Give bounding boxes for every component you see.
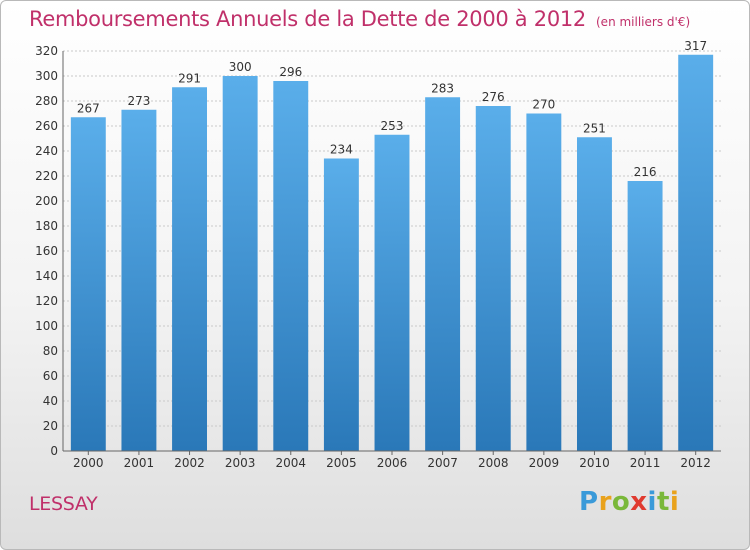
x-tick-label: 2009 xyxy=(529,456,560,470)
y-tick-label: 0 xyxy=(50,444,58,458)
data-label: 276 xyxy=(482,90,505,104)
bar xyxy=(627,181,663,451)
bars xyxy=(70,54,714,451)
bar xyxy=(273,81,309,451)
x-tick-label: 2003 xyxy=(225,456,256,470)
logo-letter: o xyxy=(611,487,631,517)
y-tick-label: 280 xyxy=(35,94,58,108)
x-tick-label: 2004 xyxy=(275,456,306,470)
chart-title-text: Remboursements Annuels de la Dette de 20… xyxy=(29,7,586,31)
data-label: 300 xyxy=(229,60,252,74)
x-tick-label: 2011 xyxy=(630,456,661,470)
x-tick-label: 2007 xyxy=(427,456,458,470)
y-tick-label: 80 xyxy=(43,344,58,358)
bar xyxy=(222,76,258,451)
commune-name: LESSAY xyxy=(29,493,98,515)
bar xyxy=(678,54,714,451)
bar xyxy=(526,113,562,451)
data-label: 267 xyxy=(77,101,100,115)
data-label: 216 xyxy=(634,165,657,179)
data-label: 251 xyxy=(583,121,606,135)
bar xyxy=(576,137,612,451)
logo-letter: P xyxy=(579,487,599,517)
y-tick-label: 320 xyxy=(35,44,58,58)
y-tick-label: 260 xyxy=(35,119,58,133)
data-label: 270 xyxy=(532,98,555,112)
y-tick-label: 220 xyxy=(35,169,58,183)
bar xyxy=(70,117,106,451)
x-tick-label: 2012 xyxy=(680,456,711,470)
y-tick-label: 200 xyxy=(35,194,58,208)
x-tick-label: 2010 xyxy=(579,456,610,470)
data-labels: 267 273 291 300 296 234 253 283 276 270 251 216 317 xyxy=(77,39,707,179)
proxiti-logo: Proxiti xyxy=(579,487,679,517)
data-label: 253 xyxy=(381,119,404,133)
bar xyxy=(374,134,410,451)
logo-letter: i xyxy=(669,487,680,517)
y-tick-label: 240 xyxy=(35,144,58,158)
y-tick-label: 100 xyxy=(35,319,58,333)
y-tick-label: 140 xyxy=(35,269,58,283)
y-tick-label: 300 xyxy=(35,69,58,83)
bar xyxy=(172,87,208,451)
logo-letter: t xyxy=(656,487,670,517)
y-tick-label: 160 xyxy=(35,244,58,258)
x-tick-label: 2006 xyxy=(377,456,408,470)
logo-letter: x xyxy=(630,487,648,517)
logo-letter: r xyxy=(598,487,612,517)
data-label: 317 xyxy=(684,39,707,53)
x-tick-label: 2002 xyxy=(174,456,205,470)
chart-subtitle: (en milliers d'€) xyxy=(596,15,691,29)
y-tick-label: 180 xyxy=(35,219,58,233)
logo-letter: i xyxy=(647,487,657,517)
x-tick-label: 2008 xyxy=(478,456,509,470)
bar xyxy=(425,97,461,451)
y-tick-label: 120 xyxy=(35,294,58,308)
bar xyxy=(323,158,359,451)
data-label: 273 xyxy=(127,94,150,108)
data-label: 296 xyxy=(279,65,302,79)
bar xyxy=(475,106,511,451)
y-tick-label: 60 xyxy=(43,369,58,383)
axes: 0 20 40 60 80 100 120 140 160 180 200 220 240 260 280 3… xyxy=(35,44,721,470)
x-tick-label: 2001 xyxy=(124,456,155,470)
chart-title: Remboursements Annuels de la Dette de 20… xyxy=(29,7,690,31)
y-tick-label: 20 xyxy=(43,419,58,433)
y-tick-label: 40 xyxy=(43,394,58,408)
data-label: 234 xyxy=(330,143,353,157)
x-tick-label: 2000 xyxy=(73,456,104,470)
data-label: 283 xyxy=(431,81,454,95)
bar xyxy=(121,109,157,451)
x-tick-label: 2005 xyxy=(326,456,357,470)
data-label: 291 xyxy=(178,71,201,85)
